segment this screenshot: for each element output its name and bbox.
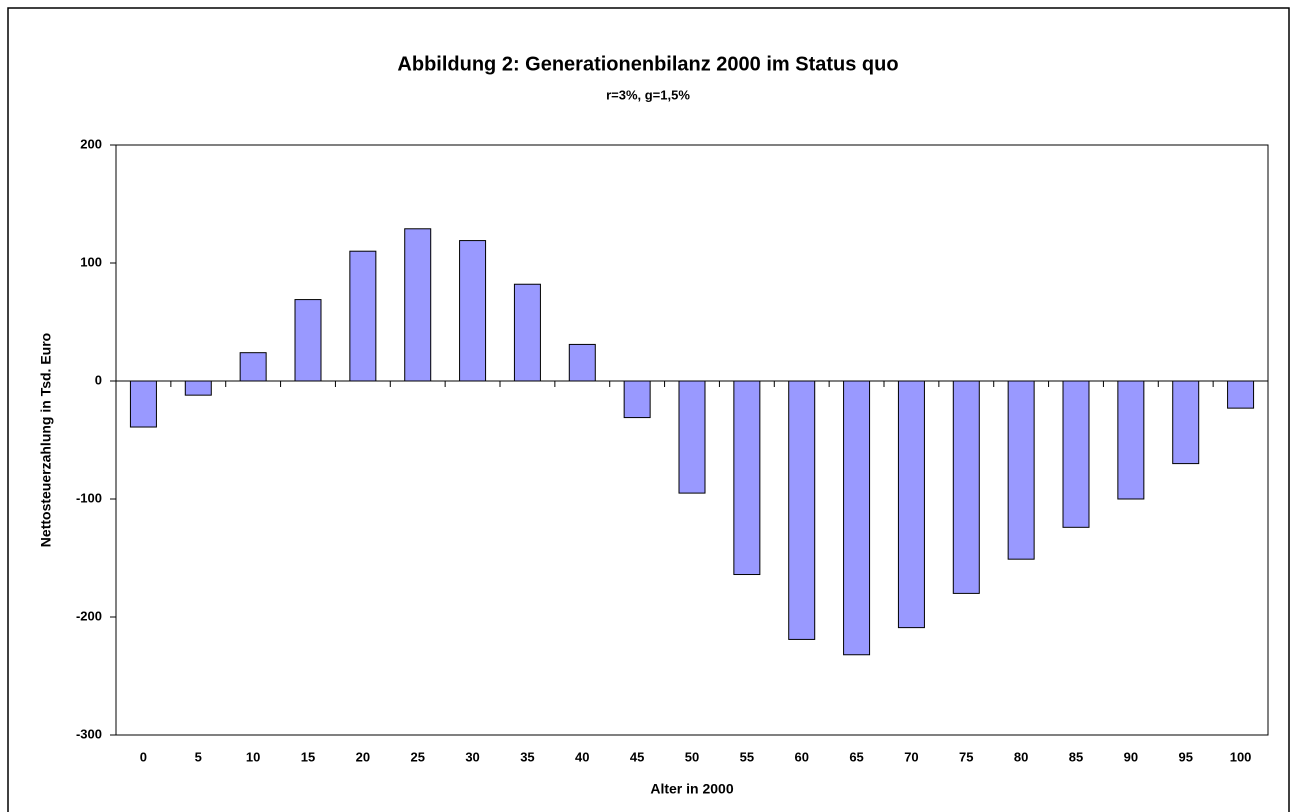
- y-tick-label: 100: [80, 254, 102, 269]
- chart-subtitle: r=3%, g=1,5%: [606, 87, 690, 102]
- x-tick-label: 40: [575, 749, 589, 764]
- x-tick-label: 75: [959, 749, 973, 764]
- x-tick-label: 20: [356, 749, 370, 764]
- bar: [349, 250, 377, 382]
- x-tick-label: 50: [685, 749, 699, 764]
- bar: [513, 283, 541, 382]
- x-tick-label: 45: [630, 749, 644, 764]
- bar: [459, 240, 487, 382]
- bar: [952, 380, 980, 594]
- x-tick-label: 0: [140, 749, 147, 764]
- y-tick-label: -200: [76, 608, 102, 623]
- y-tick-label: 0: [95, 372, 102, 387]
- bar: [239, 352, 267, 382]
- x-tick-label: 100: [1230, 749, 1252, 764]
- bar: [294, 299, 322, 382]
- x-tick-label: 25: [410, 749, 424, 764]
- x-tick-label: 90: [1124, 749, 1138, 764]
- x-tick-label: 35: [520, 749, 534, 764]
- bar: [1227, 380, 1255, 409]
- x-tick-label: 10: [246, 749, 260, 764]
- bar: [678, 380, 706, 494]
- x-tick-label: 5: [195, 749, 202, 764]
- bar: [1062, 380, 1090, 528]
- bar: [1172, 380, 1200, 465]
- chart-title: Abbildung 2: Generationenbilanz 2000 im …: [397, 53, 898, 75]
- bar: [733, 380, 761, 576]
- bar: [1117, 380, 1145, 500]
- bar: [1007, 380, 1035, 560]
- plot-area: [115, 144, 1269, 736]
- bar: [129, 380, 157, 428]
- x-tick-label: 60: [794, 749, 808, 764]
- y-tick-label: -300: [76, 726, 102, 741]
- x-tick-label: 80: [1014, 749, 1028, 764]
- x-tick-label: 15: [301, 749, 315, 764]
- y-axis-title: Nettosteuerzahlung in Tsd. Euro: [38, 333, 54, 547]
- y-tick-label: 200: [80, 136, 102, 151]
- x-axis-title: Alter in 2000: [650, 781, 733, 797]
- x-tick-label: 55: [740, 749, 754, 764]
- bar: [843, 380, 871, 656]
- bar: [788, 380, 816, 640]
- x-tick-label: 85: [1069, 749, 1083, 764]
- bar: [404, 228, 432, 382]
- x-tick-label: 30: [465, 749, 479, 764]
- x-tick-label: 95: [1178, 749, 1192, 764]
- bar: [184, 380, 212, 396]
- x-tick-label: 70: [904, 749, 918, 764]
- x-tick-label: 65: [849, 749, 863, 764]
- bar: [897, 380, 925, 629]
- bar: [623, 380, 651, 419]
- bar: [568, 343, 596, 382]
- y-tick-label: -100: [76, 490, 102, 505]
